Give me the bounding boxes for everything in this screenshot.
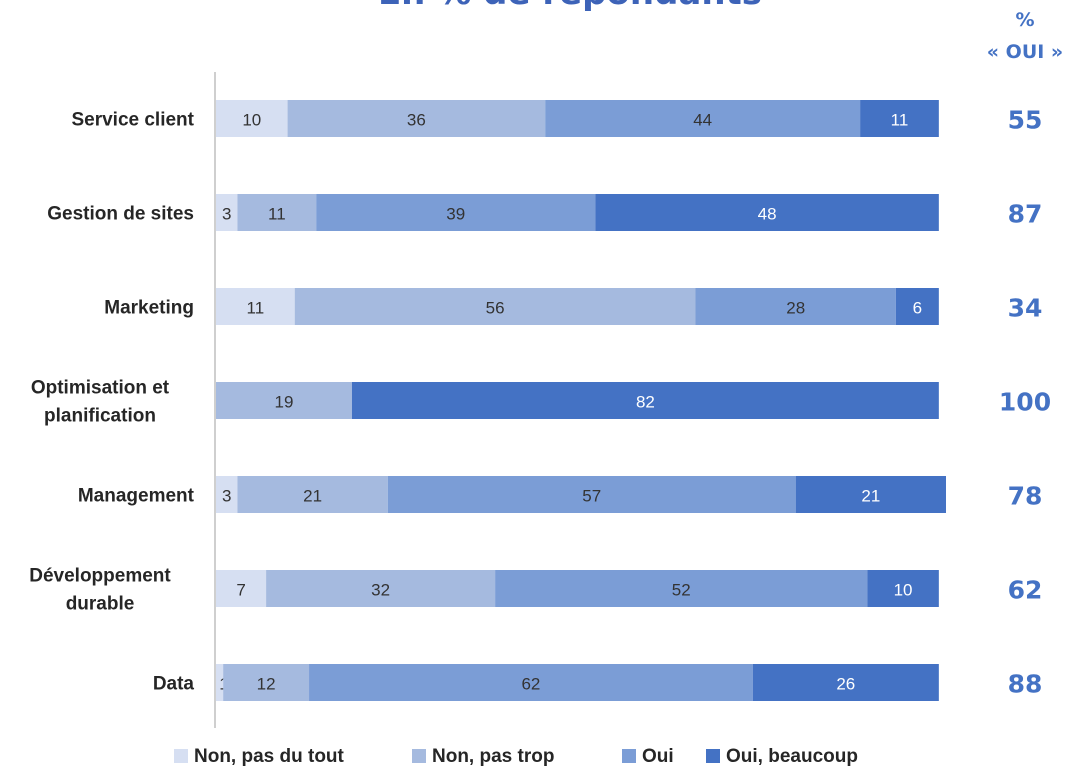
legend-swatch bbox=[706, 749, 720, 763]
oui-total: 55 bbox=[1008, 106, 1043, 135]
bar-segment bbox=[216, 570, 267, 607]
data-label: 7 bbox=[236, 581, 245, 600]
data-label: 3 bbox=[222, 487, 231, 506]
bar-segment bbox=[867, 570, 939, 607]
oui-total: 78 bbox=[1008, 482, 1043, 511]
legend-label: Oui, beaucoup bbox=[726, 746, 858, 767]
bar-segment bbox=[216, 288, 295, 325]
category-label: Gestion de sites bbox=[47, 204, 194, 225]
legend-label: Non, pas du tout bbox=[194, 746, 345, 767]
data-label: 82 bbox=[636, 393, 655, 412]
bar-segment bbox=[216, 382, 352, 419]
bar-segment bbox=[495, 570, 868, 607]
data-label: 11 bbox=[891, 111, 909, 130]
bar-segment bbox=[309, 664, 753, 701]
data-label: 26 bbox=[836, 675, 855, 694]
oui-column-header: « OUI » bbox=[987, 41, 1063, 63]
data-label: 32 bbox=[371, 581, 390, 600]
category-label: Data bbox=[153, 674, 195, 695]
category-label: Marketing bbox=[104, 298, 194, 319]
data-label: 62 bbox=[521, 675, 540, 694]
category-label: Optimisation et bbox=[31, 378, 170, 399]
oui-total: 62 bbox=[1008, 576, 1043, 605]
chart-title: En % de répondants bbox=[378, 0, 762, 13]
bar-segment bbox=[595, 194, 939, 231]
data-label: 19 bbox=[275, 393, 294, 412]
bar-segment bbox=[216, 664, 224, 701]
data-label: 10 bbox=[894, 581, 913, 600]
bar-segment bbox=[695, 288, 896, 325]
oui-total: 100 bbox=[999, 388, 1051, 417]
category-label: planification bbox=[44, 406, 156, 427]
bar-segment bbox=[752, 664, 939, 701]
bar-segment bbox=[216, 194, 238, 231]
data-label: 10 bbox=[242, 111, 261, 130]
bar-segment bbox=[387, 476, 796, 513]
bar-segment bbox=[287, 100, 546, 137]
data-label: 11 bbox=[268, 205, 286, 224]
oui-column-header: % bbox=[1015, 9, 1034, 31]
bar-segment bbox=[237, 194, 317, 231]
data-label: 11 bbox=[247, 299, 265, 318]
oui-total: 34 bbox=[1008, 294, 1043, 323]
category-label: Service client bbox=[71, 110, 194, 131]
legend-swatch bbox=[412, 749, 426, 763]
data-label: 39 bbox=[446, 205, 465, 224]
bar-segment bbox=[895, 288, 939, 325]
bar-segment bbox=[266, 570, 496, 607]
category-label: Management bbox=[78, 486, 195, 507]
bar-segment bbox=[795, 476, 946, 513]
data-label: 6 bbox=[913, 299, 922, 318]
legend-swatch bbox=[174, 749, 188, 763]
bar-segment bbox=[294, 288, 696, 325]
data-label: 44 bbox=[693, 111, 712, 130]
bar-segment bbox=[216, 100, 288, 137]
bar-segment bbox=[351, 382, 939, 419]
data-label: 36 bbox=[407, 111, 426, 130]
bar-segment bbox=[545, 100, 861, 137]
data-label: 56 bbox=[486, 299, 505, 318]
legend-swatch bbox=[622, 749, 636, 763]
legend-label: Oui bbox=[642, 746, 674, 767]
bar-segment bbox=[860, 100, 939, 137]
data-label: 52 bbox=[672, 581, 691, 600]
bar-segment bbox=[316, 194, 596, 231]
data-label: 21 bbox=[861, 487, 880, 506]
data-label: 57 bbox=[582, 487, 601, 506]
data-label: 12 bbox=[257, 675, 276, 694]
data-label: 28 bbox=[786, 299, 805, 318]
data-label: 3 bbox=[222, 205, 231, 224]
bar-segment bbox=[223, 664, 310, 701]
oui-total: 88 bbox=[1008, 670, 1043, 699]
data-label: 21 bbox=[303, 487, 322, 506]
bar-segment bbox=[237, 476, 388, 513]
oui-total: 87 bbox=[1008, 200, 1043, 229]
category-label: durable bbox=[66, 594, 135, 615]
legend-label: Non, pas trop bbox=[432, 746, 554, 767]
data-label: 48 bbox=[758, 205, 777, 224]
bar-segment bbox=[216, 476, 238, 513]
category-label: Développement bbox=[29, 566, 171, 587]
